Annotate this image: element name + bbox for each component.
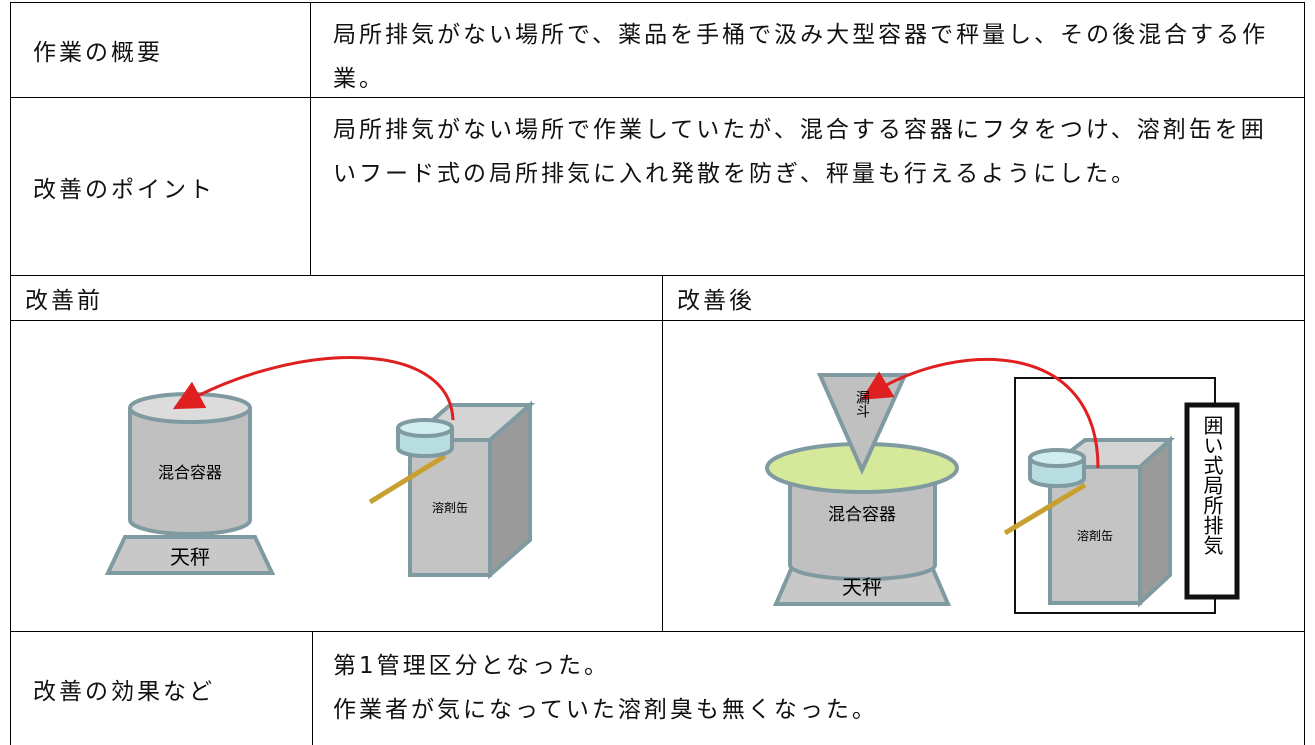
row-text: 局所排気がない場所で、薬品を手桶で汲み大型容器で秤量し、その後混合する作業。 bbox=[310, 2, 1305, 97]
row-label: 改善のポイント bbox=[10, 97, 310, 275]
diagram-label: 天秤 bbox=[842, 575, 882, 599]
diagram-label: 囲い式局所排気 bbox=[1200, 415, 1224, 555]
panel bbox=[662, 320, 1305, 631]
diagram-label: 混合容器 bbox=[158, 463, 222, 482]
row-text: 局所排気がない場所で作業していたが、混合する容器にフタをつけ、溶剤缶を囲いフード… bbox=[310, 97, 1305, 275]
row-text: 第1管理区分となった。 作業者が気になっていた溶剤臭も無くなった。 bbox=[312, 631, 1305, 745]
diagram-label: 天秤 bbox=[170, 545, 210, 569]
diagram-label: 溶剤缶 bbox=[1077, 528, 1113, 543]
panel-label: 改善後 bbox=[662, 275, 1305, 320]
diagram-label: 漏斗 bbox=[854, 390, 870, 418]
after-diagram bbox=[765, 357, 1240, 614]
panel bbox=[10, 320, 662, 631]
text-line: 作業者が気になっていた溶剤臭も無くなった。 bbox=[333, 697, 878, 723]
diagram-label: 溶剤缶 bbox=[432, 500, 468, 515]
panel-label: 改善前 bbox=[10, 275, 662, 320]
text-line: 第1管理区分となった。 bbox=[333, 653, 610, 679]
row-label: 作業の概要 bbox=[10, 2, 310, 97]
before-diagram bbox=[104, 356, 536, 580]
row-label: 改善の効果など bbox=[10, 631, 312, 745]
diagram-label: 混合容器 bbox=[828, 505, 896, 525]
